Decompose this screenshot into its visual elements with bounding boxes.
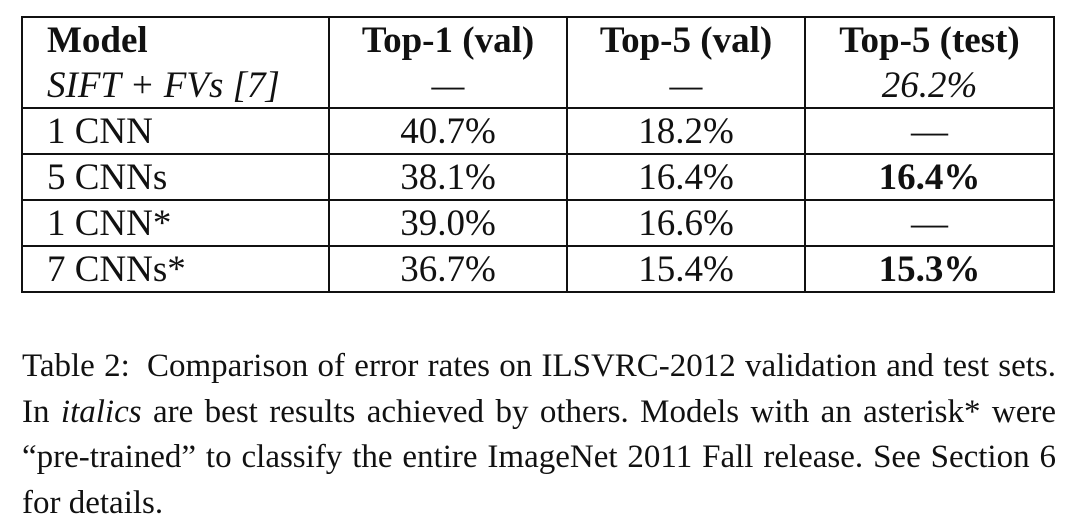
cell-top5-test: 15.3% xyxy=(878,248,981,290)
header-top1-val: Top-1 (val) xyxy=(330,18,568,63)
cell-top1-val: 40.7% xyxy=(330,109,568,155)
caption-number: Table 2: xyxy=(22,348,130,384)
cell-model: 5 CNNs xyxy=(23,155,330,201)
cell-model: 1 CNN* xyxy=(23,201,330,247)
table-caption: Table 2: Comparison of error rates on IL… xyxy=(22,344,1056,526)
caption-emphasis: italics xyxy=(60,393,142,430)
cell-top1-val: 36.7% xyxy=(330,247,568,291)
header-top5-val: Top-5 (val) xyxy=(568,18,806,63)
table-row: 7 CNNs* 36.7% 15.4% 15.3% xyxy=(23,247,1053,291)
cell-top5-val: 16.4% xyxy=(568,155,806,201)
cell-top1-val: 39.0% xyxy=(330,201,568,247)
table-header-row: Model Top-1 (val) Top-5 (val) Top-5 (tes… xyxy=(23,18,1053,63)
caption-text-part1: Comparison of error rates on ILSVRC-2012… xyxy=(22,348,1056,430)
cell-top1-val: — xyxy=(330,63,568,109)
cell-top1-val: 38.1% xyxy=(330,155,568,201)
cell-top5-test: — xyxy=(806,109,1053,155)
cell-top5-test: — xyxy=(806,201,1053,247)
table-row: 1 CNN* 39.0% 16.6% — xyxy=(23,201,1053,247)
header-top5-test: Top-5 (test) xyxy=(839,20,1020,61)
cell-top5-val: 18.2% xyxy=(568,109,806,155)
cell-model: SIFT + FVs [7] xyxy=(23,63,330,109)
caption-text-part2: are best results achieved by others. Mod… xyxy=(22,393,1056,521)
cell-top5-val: 16.6% xyxy=(568,201,806,247)
table-row: 5 CNNs 38.1% 16.4% 16.4% xyxy=(23,155,1053,201)
table-row: SIFT + FVs [7] — — 26.2% xyxy=(23,63,1053,109)
cell-top5-test: 26.2% xyxy=(806,63,1053,109)
results-table: Model Top-1 (val) Top-5 (val) Top-5 (tes… xyxy=(21,16,1055,293)
cell-top5-val: 15.4% xyxy=(568,247,806,291)
table-row: 1 CNN 40.7% 18.2% — xyxy=(23,109,1053,155)
cell-top5-test: 16.4% xyxy=(806,155,1053,201)
cell-model: 1 CNN xyxy=(23,109,330,155)
cell-model: 7 CNNs* xyxy=(23,247,330,291)
header-model: Model xyxy=(23,18,330,63)
cell-top5-val: — xyxy=(568,63,806,109)
